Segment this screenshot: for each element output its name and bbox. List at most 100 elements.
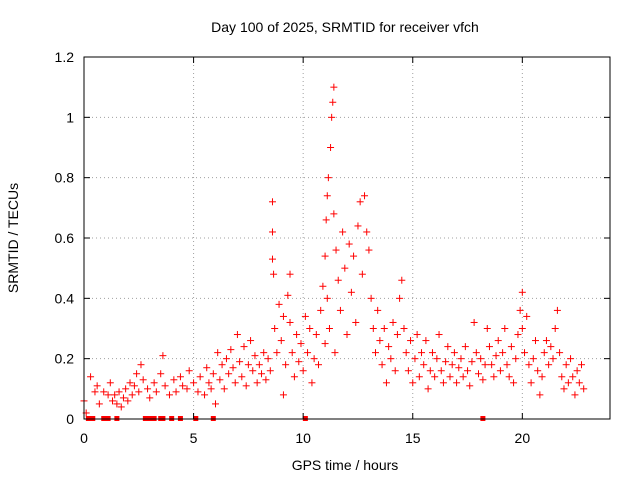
data-point bbox=[404, 367, 412, 375]
data-point bbox=[496, 367, 504, 375]
chart-title: Day 100 of 2025, SRMTID for receiver vfc… bbox=[211, 19, 479, 35]
data-point bbox=[236, 358, 244, 366]
data-point bbox=[521, 349, 529, 357]
data-point bbox=[176, 373, 184, 381]
x-tick-label: 15 bbox=[405, 430, 421, 446]
data-point bbox=[247, 337, 255, 345]
data-point bbox=[321, 252, 329, 260]
data-point bbox=[564, 379, 572, 387]
data-point bbox=[315, 361, 323, 369]
data-point bbox=[268, 228, 276, 236]
data-point bbox=[382, 379, 390, 387]
grid-lines bbox=[84, 57, 610, 419]
data-point bbox=[499, 349, 507, 357]
data-point bbox=[479, 376, 487, 384]
data-point bbox=[216, 376, 224, 384]
data-point bbox=[413, 331, 421, 339]
data-point bbox=[505, 373, 513, 381]
data-point bbox=[231, 379, 239, 387]
data-point bbox=[560, 385, 568, 393]
y-tick-label: 1 bbox=[66, 109, 74, 125]
data-point bbox=[437, 367, 445, 375]
data-point bbox=[251, 352, 259, 360]
data-point bbox=[580, 385, 588, 393]
data-point bbox=[284, 291, 292, 299]
data-point bbox=[262, 376, 270, 384]
axis-ticks bbox=[83, 56, 610, 420]
data-point bbox=[420, 361, 428, 369]
data-point bbox=[150, 379, 158, 387]
data-point bbox=[468, 358, 476, 366]
data-point bbox=[490, 373, 498, 381]
data-point bbox=[273, 349, 281, 357]
data-point bbox=[201, 391, 209, 399]
data-point bbox=[540, 349, 548, 357]
data-point bbox=[323, 294, 331, 302]
data-point bbox=[238, 373, 246, 381]
data-point bbox=[459, 373, 467, 381]
data-point bbox=[402, 349, 410, 357]
data-point bbox=[466, 382, 474, 390]
y-axis-label: SRMTID / TECUs bbox=[5, 183, 21, 293]
data-point bbox=[393, 331, 401, 339]
data-point bbox=[282, 361, 290, 369]
data-point bbox=[157, 370, 165, 378]
data-point bbox=[271, 325, 279, 332]
data-point bbox=[531, 337, 539, 345]
data-point bbox=[279, 312, 287, 320]
data-point bbox=[137, 361, 145, 369]
data-points bbox=[80, 83, 588, 421]
data-point bbox=[306, 325, 314, 332]
data-point bbox=[562, 361, 570, 369]
data-point bbox=[255, 361, 263, 369]
data-point bbox=[450, 349, 458, 357]
data-point bbox=[268, 198, 276, 206]
data-point bbox=[409, 379, 417, 387]
data-point bbox=[93, 382, 101, 390]
data-point bbox=[525, 361, 533, 369]
data-point bbox=[380, 325, 388, 332]
data-point bbox=[512, 355, 520, 363]
data-point bbox=[345, 240, 353, 248]
data-point bbox=[139, 376, 147, 384]
data-point bbox=[558, 373, 566, 381]
data-point bbox=[304, 349, 312, 357]
data-point bbox=[240, 343, 248, 351]
data-point bbox=[472, 349, 480, 357]
data-point bbox=[253, 379, 261, 387]
data-point bbox=[330, 83, 338, 91]
data-point bbox=[277, 337, 285, 345]
data-point bbox=[214, 349, 222, 357]
data-point bbox=[494, 337, 502, 345]
data-point bbox=[374, 306, 382, 314]
data-point bbox=[369, 325, 377, 332]
data-point bbox=[553, 306, 561, 314]
data-point bbox=[523, 312, 531, 320]
data-point bbox=[290, 373, 298, 381]
data-point bbox=[229, 364, 237, 372]
data-point bbox=[194, 388, 202, 396]
y-tick-label: 0.4 bbox=[55, 290, 75, 306]
data-point bbox=[144, 385, 152, 393]
data-point bbox=[293, 331, 301, 339]
data-point bbox=[503, 361, 511, 369]
data-point bbox=[457, 355, 465, 363]
y-tick-label: 0.6 bbox=[55, 230, 75, 246]
data-point bbox=[295, 358, 303, 366]
data-point bbox=[334, 276, 342, 284]
data-point bbox=[428, 349, 436, 357]
data-point bbox=[172, 388, 180, 396]
data-point bbox=[343, 331, 351, 339]
data-point bbox=[135, 388, 143, 396]
data-point bbox=[453, 379, 461, 387]
data-point bbox=[485, 343, 493, 351]
data-point bbox=[286, 318, 294, 326]
data-point bbox=[422, 337, 430, 345]
data-point bbox=[126, 379, 134, 387]
data-point bbox=[481, 361, 489, 369]
data-point bbox=[279, 391, 287, 399]
y-tick-label: 1.2 bbox=[55, 49, 75, 65]
data-point bbox=[286, 270, 294, 278]
data-point bbox=[258, 370, 266, 378]
data-point bbox=[358, 270, 366, 278]
